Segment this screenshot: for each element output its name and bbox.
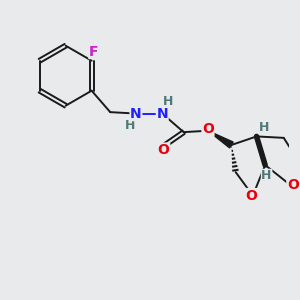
Polygon shape bbox=[208, 131, 233, 148]
Text: N: N bbox=[130, 106, 142, 121]
Text: N: N bbox=[156, 106, 168, 121]
Text: O: O bbox=[158, 143, 170, 157]
Text: H: H bbox=[261, 169, 272, 182]
Text: H: H bbox=[260, 121, 270, 134]
Text: H: H bbox=[124, 119, 135, 132]
Text: O: O bbox=[202, 122, 214, 136]
Text: O: O bbox=[245, 189, 257, 202]
Text: F: F bbox=[89, 44, 98, 58]
Text: H: H bbox=[163, 95, 173, 108]
Text: O: O bbox=[287, 178, 299, 192]
